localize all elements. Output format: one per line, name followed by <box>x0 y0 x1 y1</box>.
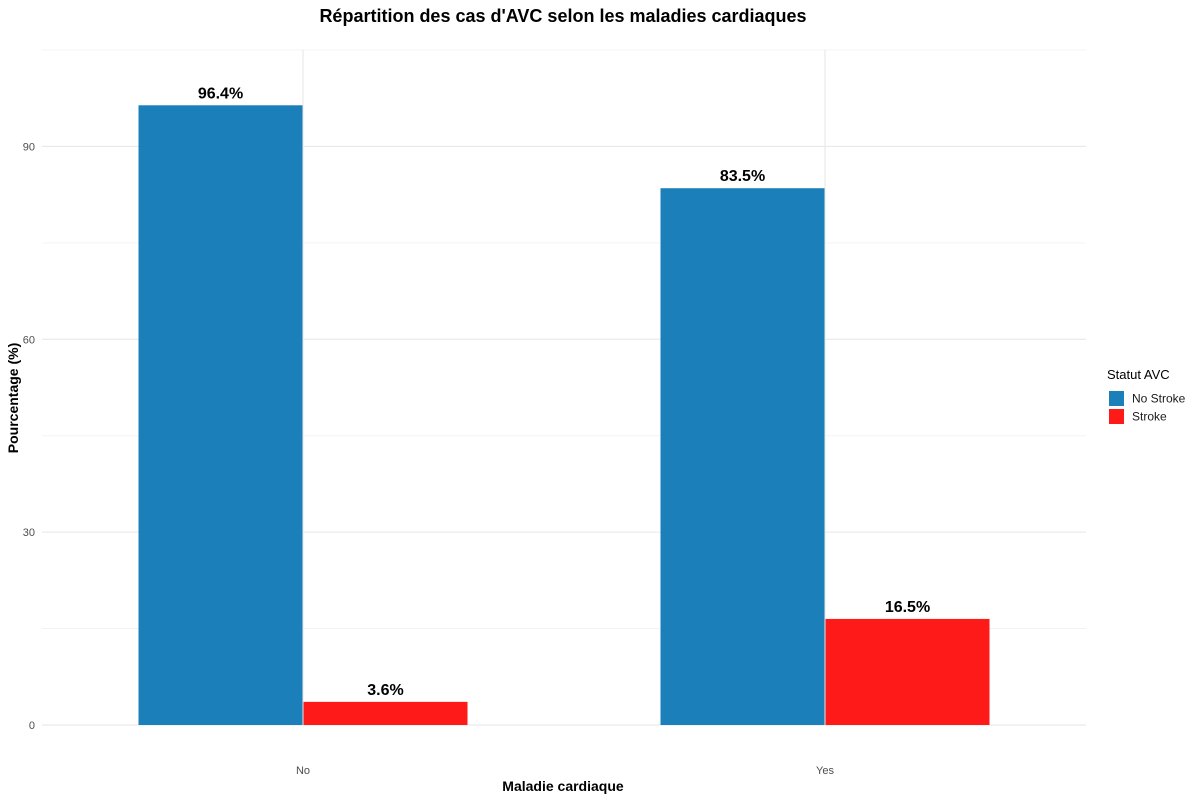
bar-no-stroke-no <box>138 105 303 726</box>
data-label: 96.4% <box>198 85 243 102</box>
x-tick-label: Yes <box>816 765 834 777</box>
y-tick-label: 90 <box>23 141 35 153</box>
legend-swatch <box>1109 409 1124 424</box>
y-axis-ticks: 0 30 60 90 <box>23 141 35 732</box>
bar-no-stroke-yes <box>660 188 825 725</box>
y-tick-label: 30 <box>23 527 35 539</box>
bars <box>138 105 990 726</box>
legend-swatch <box>1109 391 1124 406</box>
data-label: 3.6% <box>367 682 403 699</box>
x-axis-title: Maladie cardiaque <box>502 778 624 794</box>
bar-stroke-no <box>303 701 468 725</box>
y-tick-label: 0 <box>29 720 35 732</box>
y-axis-title: Pourcentage (%) <box>5 343 21 453</box>
data-label: 83.5% <box>720 168 765 185</box>
x-axis-ticks: No Yes <box>296 765 834 777</box>
legend-title: Statut AVC <box>1107 367 1170 382</box>
legend-label: Stroke <box>1132 410 1167 424</box>
x-tick-label: No <box>296 765 310 777</box>
legend: Statut AVC No Stroke Stroke <box>1107 367 1186 424</box>
chart-title: Répartition des cas d'AVC selon les mala… <box>319 6 806 26</box>
legend-items: No Stroke Stroke <box>1109 391 1186 424</box>
y-tick-label: 60 <box>23 334 35 346</box>
bar-stroke-yes <box>825 618 990 725</box>
legend-label: No Stroke <box>1132 392 1186 406</box>
data-labels: 96.4% 3.6% 83.5% 16.5% <box>198 85 930 699</box>
data-label: 16.5% <box>885 599 930 616</box>
